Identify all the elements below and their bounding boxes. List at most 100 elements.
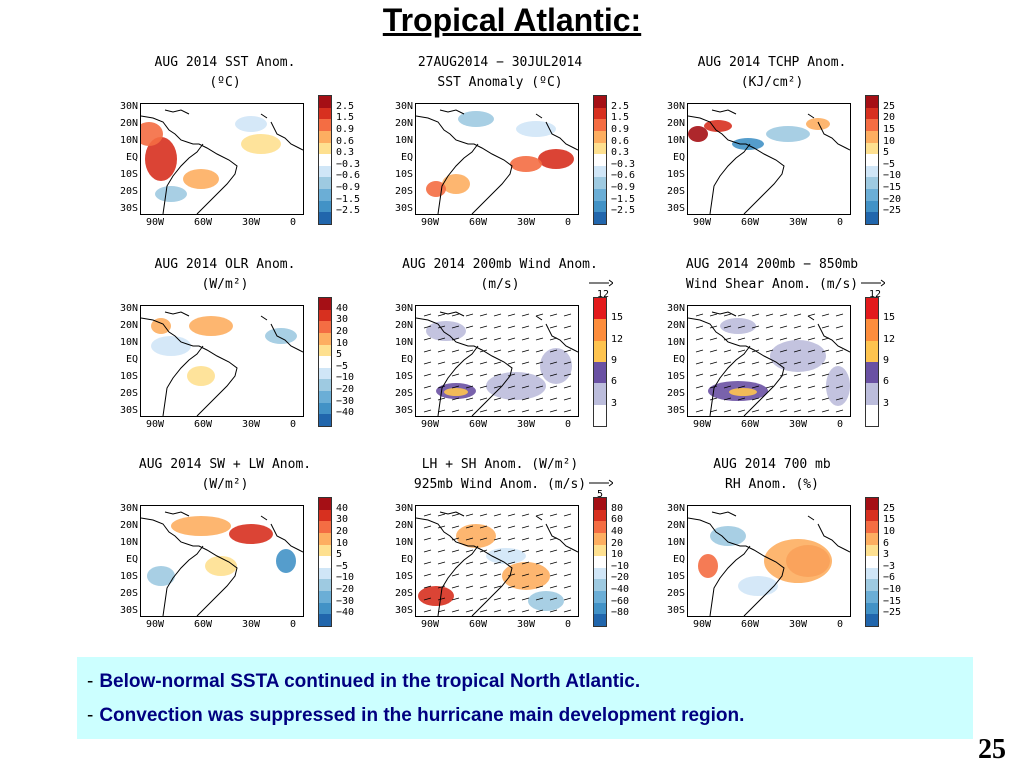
- wind-vector: [479, 397, 488, 401]
- colorbar-segment: [319, 509, 331, 522]
- colorbar-label: −25: [883, 607, 902, 619]
- wind-vector: [821, 361, 830, 365]
- anomaly-patch: [235, 116, 267, 132]
- colorbar-segment: [319, 321, 331, 333]
- anomaly-patch: [171, 516, 231, 536]
- wind-vector: [423, 361, 432, 365]
- wind-vector: [479, 361, 488, 365]
- latitude-label: 30N: [666, 101, 685, 112]
- wind-vector: [821, 409, 830, 413]
- anomaly-patch: [442, 174, 470, 194]
- colorbar-label: 10: [336, 337, 349, 349]
- summary-box: - Below-normal SSTA continued in the trop…: [77, 657, 973, 739]
- latitude-label: EQ: [672, 152, 685, 163]
- wind-vector: [479, 325, 488, 329]
- wind-vector: [821, 385, 830, 389]
- latitude-label: 20S: [666, 388, 685, 399]
- longitude-label: 60W: [740, 619, 760, 630]
- wind-vector: [423, 609, 432, 613]
- longitude-label: 30W: [516, 217, 536, 228]
- map-panel: 27AUG2014 − 30JUL2014 SST Anomaly (ºC) 30N…: [375, 55, 635, 245]
- wind-vector: [549, 313, 558, 317]
- longitude-label: 90W: [692, 619, 712, 630]
- wind-vector: [465, 373, 474, 377]
- wind-vector: [465, 337, 474, 341]
- wind-vector: [507, 361, 516, 365]
- colorbar-label: 1.5: [336, 112, 355, 124]
- colorbar-label: −1.5: [336, 193, 361, 205]
- wind-vector: [535, 609, 544, 613]
- wind-vector: [549, 549, 558, 553]
- panel-subtitle: RH Anom. (%): [725, 477, 819, 492]
- anomaly-patch: [189, 316, 233, 336]
- wind-vector: [723, 409, 732, 413]
- coastline: [688, 511, 850, 616]
- colorbar-segment: [594, 107, 606, 120]
- wind-vector: [793, 337, 802, 341]
- longitude-label: 90W: [692, 419, 712, 430]
- colorbar-label: −10: [883, 170, 902, 182]
- wind-vector: [549, 397, 558, 401]
- colorbar-segment: [319, 567, 331, 580]
- wind-vector: [465, 585, 474, 589]
- longitude-label: 90W: [420, 619, 440, 630]
- wind-vector: [521, 513, 530, 517]
- colorbar-segment: [319, 200, 331, 213]
- wind-vector: [493, 397, 502, 401]
- wind-vector: [465, 525, 474, 529]
- wind-vector: [535, 585, 544, 589]
- colorbar-segment: [594, 96, 606, 108]
- anomaly-patch: [540, 348, 572, 384]
- colorbar-segment: [866, 509, 878, 522]
- colorbar-segment: [866, 119, 878, 131]
- wind-vector: [479, 573, 488, 577]
- colorbar-label: 0.3: [611, 147, 630, 159]
- anomaly-patch: [766, 126, 810, 142]
- wind-vector: [451, 597, 460, 601]
- map-plot: [415, 103, 579, 215]
- colorbar-segment: [319, 107, 331, 120]
- latitude-label: 30N: [394, 503, 413, 514]
- longitude-label: 0: [289, 419, 297, 430]
- wind-vector: [521, 409, 530, 413]
- colorbar-segment: [319, 356, 331, 368]
- wind-vector: [521, 561, 530, 565]
- anomaly-patch: [806, 118, 830, 130]
- colorbar-segment: [319, 614, 331, 627]
- wind-vector: [793, 409, 802, 413]
- colorbar-segment: [594, 591, 606, 603]
- latitude-label: 20S: [119, 186, 138, 197]
- colorbar-segment: [594, 498, 606, 510]
- wind-vector: [507, 325, 516, 329]
- wind-vector: [793, 361, 802, 365]
- wind-vector: [493, 549, 502, 553]
- wind-vector: [709, 337, 718, 341]
- panel-subtitle: (KJ/cm²): [740, 75, 804, 90]
- summary-line-1: - Below-normal SSTA continued in the trop…: [87, 671, 641, 692]
- panel-subtitle: (ºC): [209, 75, 241, 90]
- wind-vector: [563, 385, 572, 389]
- wind-vector: [835, 385, 844, 389]
- wind-vector: [493, 525, 502, 529]
- colorbar-segment: [866, 165, 878, 178]
- latitude-label: 20S: [119, 388, 138, 399]
- wind-vector: [465, 361, 474, 365]
- colorbar-label: −5: [336, 560, 349, 572]
- wind-vector: [437, 397, 446, 401]
- panel-title: AUG 2014 TCHP Anom.: [697, 55, 847, 70]
- longitude-label: 90W: [145, 217, 165, 228]
- panel-title: LH + SH Anom. (W/m²): [421, 457, 579, 472]
- wind-vector: [821, 373, 830, 377]
- colorbar-segment: [594, 154, 606, 166]
- wind-vector: [835, 361, 844, 365]
- wind-vector: [549, 609, 558, 613]
- wind-vector: [465, 549, 474, 553]
- anomaly-patch: [486, 548, 526, 564]
- wind-vector: [451, 525, 460, 529]
- colorbar-label: 0.6: [611, 135, 630, 147]
- wind-vector: [765, 313, 774, 317]
- colorbar: [318, 497, 332, 627]
- wind-vector: [695, 361, 704, 365]
- wind-vector: [549, 385, 558, 389]
- colorbar-label: −15: [883, 595, 902, 607]
